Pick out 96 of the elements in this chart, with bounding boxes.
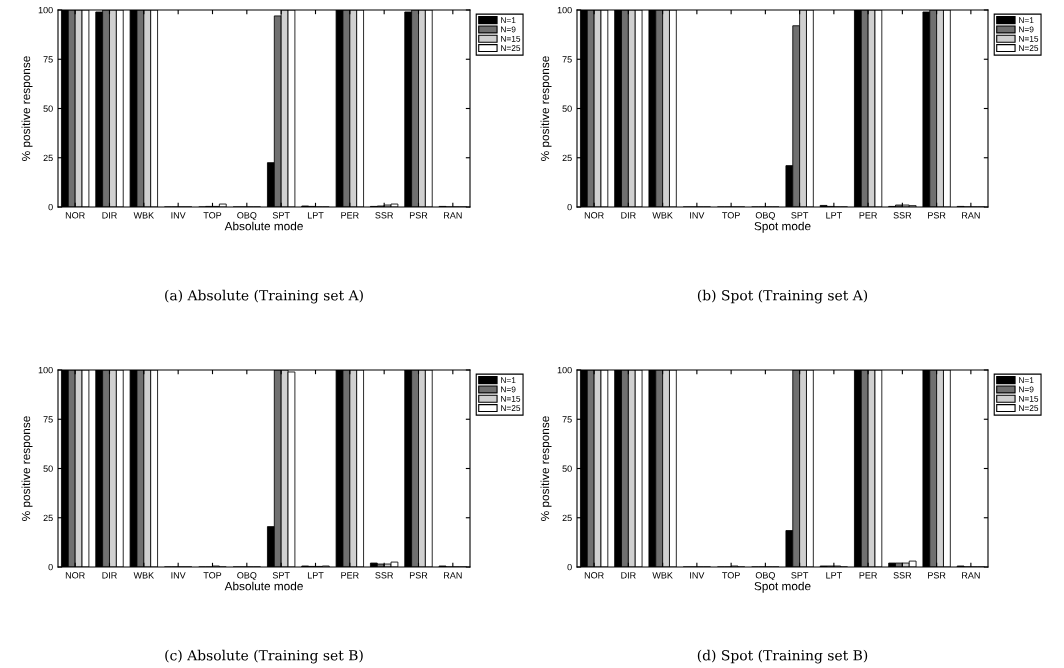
x-tick-label: NOR <box>584 572 604 579</box>
x-tick-label: WBK <box>652 572 673 579</box>
legend-label: N=1 <box>1019 377 1034 383</box>
legend-label: N=25 <box>1019 45 1039 52</box>
x-tick-label: SPT <box>272 572 290 579</box>
x-tick-label: RAN <box>444 572 462 579</box>
x-tick-label: INV <box>171 212 186 219</box>
x-tick-label: TOP <box>203 212 222 219</box>
x-tick-label: RAN <box>444 212 462 219</box>
x-tick-label: SSR <box>375 572 394 579</box>
y-tick-label: 25 <box>562 154 572 162</box>
x-tick-label: INV <box>690 572 705 579</box>
y-tick-label: 100 <box>557 366 572 374</box>
legend-label: N=1 <box>1019 17 1034 23</box>
y-axis-title: % positive response <box>21 56 33 161</box>
legend-label: N=15 <box>501 395 521 402</box>
x-tick-label: OBQ <box>237 212 257 221</box>
x-tick-label: LPT <box>826 212 842 219</box>
x-tick-label: PSR <box>409 572 428 579</box>
y-tick-label: 75 <box>562 56 572 63</box>
x-tick-label: DIR <box>621 572 636 579</box>
y-tick-label: 100 <box>557 6 572 14</box>
x-tick-label: SSR <box>375 212 394 219</box>
x-tick-label: PER <box>859 212 877 219</box>
x-tick-label: RAN <box>962 572 980 579</box>
x-axis-title: Spot mode <box>754 221 811 233</box>
text: (a) Absolute (Training set A) <box>165 289 363 304</box>
x-tick-label: LPT <box>307 572 324 579</box>
legend-label: N=25 <box>501 45 521 52</box>
x-tick-label: DIR <box>621 212 636 219</box>
y-tick-label: 50 <box>562 465 572 472</box>
legend-label: N=15 <box>1019 35 1039 42</box>
legend-label: N=15 <box>1019 395 1039 402</box>
x-tick-label: SSR <box>893 212 912 219</box>
legend-label: N=1 <box>501 377 516 383</box>
x-tick-label: PER <box>859 572 877 579</box>
y-tick-label: 0 <box>48 203 53 211</box>
x-tick-label: SPT <box>272 212 290 219</box>
legend-label: N=25 <box>1019 405 1039 412</box>
x-tick-label: PER <box>341 212 359 219</box>
x-tick-label: OBQ <box>755 212 775 221</box>
y-tick-label: 0 <box>567 563 572 571</box>
x-tick-label: PSR <box>928 572 946 579</box>
legend-label: N=1 <box>501 17 516 23</box>
x-tick-label: RAN <box>962 212 980 219</box>
x-tick-label: PSR <box>928 212 946 219</box>
x-tick-label: TOP <box>722 572 740 579</box>
x-tick-label: WBK <box>133 212 155 219</box>
legend-label: N=9 <box>501 26 516 33</box>
legend-label: N=15 <box>501 35 521 42</box>
x-tick-label: NOR <box>65 212 85 219</box>
x-tick-label: INV <box>690 212 705 219</box>
legend-label: N=9 <box>1019 386 1034 393</box>
y-axis-title: % positive response <box>540 56 552 161</box>
y-tick-label: 50 <box>43 105 53 112</box>
text: (b) Spot (Training set A) <box>697 289 868 304</box>
x-tick-label: WBK <box>652 212 673 219</box>
y-tick-label: 75 <box>562 416 572 423</box>
x-tick-label: TOP <box>203 572 222 579</box>
x-tick-label: NOR <box>584 212 604 219</box>
y-tick-label: 0 <box>567 203 572 211</box>
x-tick-label: NOR <box>65 572 85 579</box>
x-tick-label: SPT <box>791 212 809 219</box>
x-axis-title: Absolute mode <box>224 221 303 231</box>
x-tick-label: OBQ <box>755 572 775 581</box>
y-tick-label: 0 <box>48 563 53 571</box>
x-tick-label: TOP <box>722 212 740 219</box>
y-tick-label: 25 <box>43 154 53 162</box>
y-tick-label: 50 <box>562 105 572 112</box>
y-tick-label: 25 <box>562 514 572 522</box>
legend-label: N=9 <box>1019 26 1034 33</box>
y-tick-label: 100 <box>38 366 53 374</box>
y-axis-title: % positive response <box>21 416 33 521</box>
x-tick-label: WBK <box>133 572 155 579</box>
x-tick-label: OBQ <box>237 572 257 581</box>
legend-label: N=25 <box>501 405 521 412</box>
x-tick-label: DIR <box>102 572 117 579</box>
legend-label: N=9 <box>501 386 516 393</box>
y-tick-label: 75 <box>43 56 53 63</box>
text: (c) Absolute (Training set B) <box>165 649 363 664</box>
x-tick-label: DIR <box>102 212 117 219</box>
x-axis-title: Absolute mode <box>224 581 303 591</box>
y-axis-title: % positive response <box>540 416 552 521</box>
y-tick-label: 100 <box>38 6 53 14</box>
x-tick-label: SSR <box>893 572 912 579</box>
y-tick-label: 75 <box>43 416 53 423</box>
y-tick-label: 25 <box>43 514 53 522</box>
x-tick-label: PSR <box>409 212 428 219</box>
y-tick-label: 50 <box>43 465 53 472</box>
x-axis-title: Spot mode <box>754 581 811 593</box>
x-tick-label: LPT <box>307 212 324 219</box>
x-tick-label: LPT <box>826 572 842 579</box>
text: (d) Spot (Training set B) <box>697 649 868 664</box>
x-tick-label: INV <box>171 572 186 579</box>
x-tick-label: SPT <box>791 572 809 579</box>
x-tick-label: PER <box>341 572 359 579</box>
